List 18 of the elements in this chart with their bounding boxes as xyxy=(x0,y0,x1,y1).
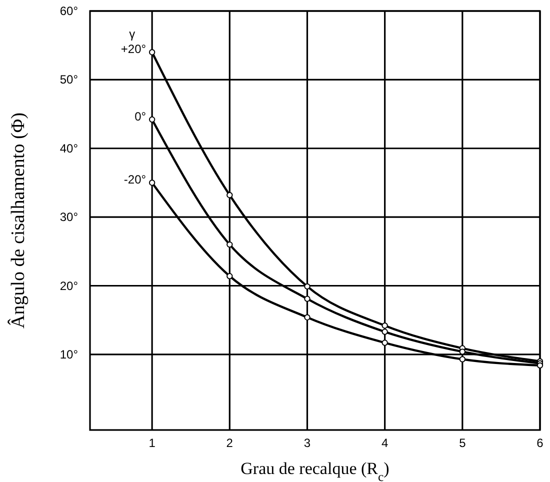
x-tick-label: 2 xyxy=(226,436,234,450)
x-tick-label: 1 xyxy=(148,436,156,450)
legend-title: γ xyxy=(129,27,136,42)
series-label: -20° xyxy=(124,172,146,187)
y-axis-title: Ângulo de cisalhamento (Φ) xyxy=(7,112,29,328)
series-label: 0° xyxy=(134,110,146,124)
y-tick-label: 10° xyxy=(60,347,78,362)
x-axis-title: Grau de recalque (R$_{c}$) xyxy=(240,459,390,482)
y-tick-label: 40° xyxy=(60,141,78,156)
y-tick-label: 60° xyxy=(60,4,78,18)
y-tick-label: 30° xyxy=(60,210,78,224)
x-tick-label: 5 xyxy=(459,436,466,450)
x-tick-label: 3 xyxy=(304,436,311,450)
y-tick-label: 50° xyxy=(60,72,78,87)
x-tick-label: 4 xyxy=(381,436,388,450)
y-tick-label: 20° xyxy=(60,278,78,293)
series-label: +20° xyxy=(120,42,146,56)
x-tick-label: 6 xyxy=(536,436,544,450)
